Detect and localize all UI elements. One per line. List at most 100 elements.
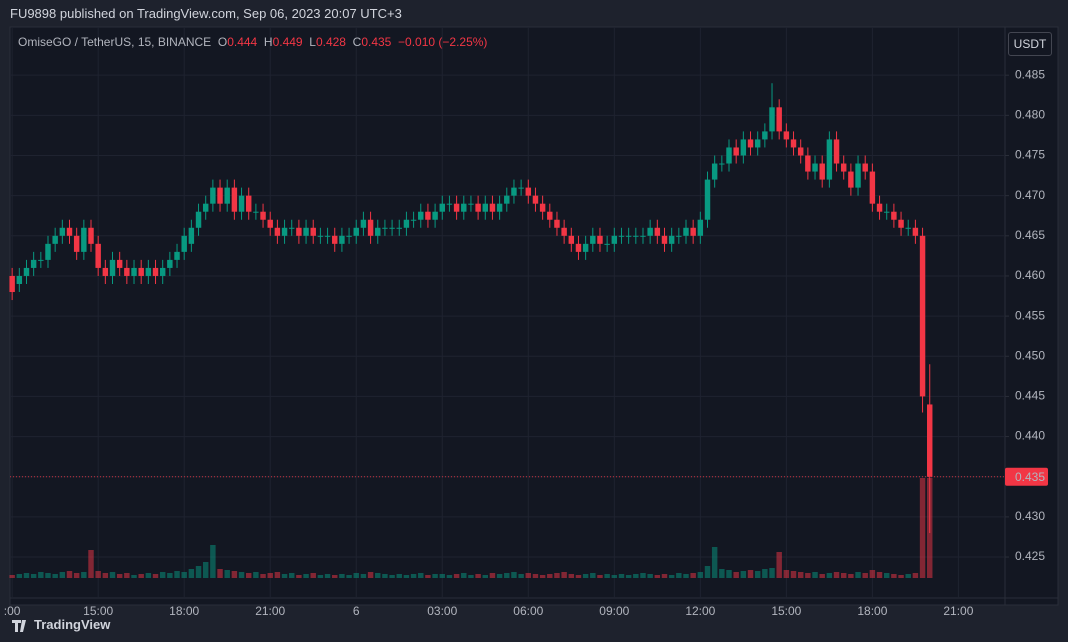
- candle-body: [260, 211, 266, 220]
- volume-bar: [575, 575, 582, 578]
- volume-bar: [296, 575, 302, 578]
- candle-body: [425, 211, 431, 220]
- ohlc-value: 0.444: [227, 35, 258, 49]
- candle-body: [324, 235, 331, 237]
- volume-bar: [138, 574, 144, 578]
- volume-bar: [790, 571, 797, 578]
- volume-bar: [769, 568, 775, 578]
- volume-bar: [898, 575, 904, 578]
- volume-bar: [346, 575, 352, 578]
- candle-body: [202, 203, 209, 212]
- candle-body: [289, 227, 295, 229]
- volume-bar: [210, 545, 216, 578]
- volume-bar: [95, 571, 101, 578]
- volume-bar: [432, 574, 438, 578]
- volume-bar: [525, 573, 532, 578]
- volume-bar: [66, 571, 73, 578]
- volume-bar: [324, 574, 331, 578]
- y-tick-label: 0.440: [1015, 429, 1045, 443]
- volume-bar: [332, 575, 338, 578]
- volume-bar: [704, 566, 711, 578]
- volume-bar: [9, 575, 15, 578]
- change: −0.010 (−2.25%): [398, 35, 488, 49]
- candle-body: [375, 227, 381, 236]
- candle-body: [883, 211, 890, 213]
- candle-body: [274, 227, 281, 236]
- volume-bar: [439, 574, 445, 578]
- volume-bar: [152, 574, 159, 578]
- y-tick-label: 0.475: [1015, 148, 1045, 162]
- volume-bar: [468, 575, 474, 578]
- y-tick-label: 0.455: [1015, 308, 1045, 322]
- volume-bar: [797, 572, 804, 578]
- volume-bar: [618, 574, 625, 578]
- candle-body: [475, 203, 481, 212]
- candle-body: [253, 211, 259, 213]
- candle-body: [740, 139, 747, 156]
- candle-body: [109, 259, 116, 276]
- candle-body: [461, 203, 467, 212]
- candle-body: [905, 227, 911, 229]
- candle-body: [618, 235, 625, 237]
- volume-bar: [905, 574, 911, 578]
- volume-bar: [482, 575, 489, 578]
- candle-body: [797, 147, 804, 156]
- volume-bar: [52, 574, 58, 578]
- candle-body: [116, 259, 123, 268]
- volume-bar: [762, 569, 768, 578]
- candle-body: [568, 235, 575, 244]
- volume-bar: [640, 573, 646, 578]
- volume-bar: [260, 574, 266, 578]
- tv-logo: [12, 620, 26, 632]
- candle-body: [640, 235, 646, 237]
- volume-bar: [661, 574, 668, 578]
- volume-bar: [425, 575, 431, 578]
- volume-bar: [719, 569, 725, 578]
- volume-bar: [360, 574, 367, 578]
- volume-bar: [891, 574, 897, 578]
- x-tick-label: 06:00: [513, 604, 543, 618]
- candle-body: [403, 219, 410, 228]
- volume-bar: [676, 573, 682, 578]
- volume-bar: [389, 575, 395, 578]
- volume-bar: [30, 574, 37, 578]
- candle-body: [224, 187, 230, 204]
- volume-bar: [668, 575, 675, 578]
- candle-body: [217, 187, 223, 204]
- candle-body: [102, 267, 109, 276]
- candle-body: [145, 267, 152, 276]
- x-tick-label: 15:00: [771, 604, 801, 618]
- candle-body: [367, 219, 374, 236]
- currency-button[interactable]: USDT: [1008, 32, 1052, 56]
- candle-body: [869, 171, 876, 204]
- volume-bar: [174, 571, 180, 578]
- candle-body: [676, 235, 682, 237]
- candle-body: [245, 195, 252, 212]
- volume-bar: [812, 572, 818, 578]
- volume-bar: [410, 574, 417, 578]
- volume-bar: [274, 572, 281, 578]
- candle-body: [281, 227, 288, 236]
- candle-body: [453, 203, 460, 212]
- candle-body: [59, 227, 66, 236]
- volume-bar: [59, 572, 66, 578]
- volume-bar: [633, 574, 639, 578]
- candle-body: [754, 139, 761, 148]
- volume-bar: [733, 572, 739, 578]
- volume-bar: [45, 573, 51, 578]
- volume-bar: [518, 574, 524, 578]
- x-tick-label: 21:00: [255, 604, 285, 618]
- ohlc-label: O: [217, 35, 228, 49]
- candle-body: [919, 235, 926, 397]
- candle-body: [396, 227, 402, 229]
- volume-bar: [726, 570, 732, 578]
- volume-bar: [683, 574, 689, 578]
- candle-body: [819, 163, 825, 180]
- candle-body: [73, 235, 80, 252]
- y-tick-label: 0.430: [1015, 509, 1045, 523]
- candle-body: [668, 235, 675, 244]
- candle-body: [855, 163, 861, 188]
- volume-bar: [217, 569, 223, 578]
- volume-bar: [116, 574, 123, 578]
- candle-body: [382, 227, 388, 229]
